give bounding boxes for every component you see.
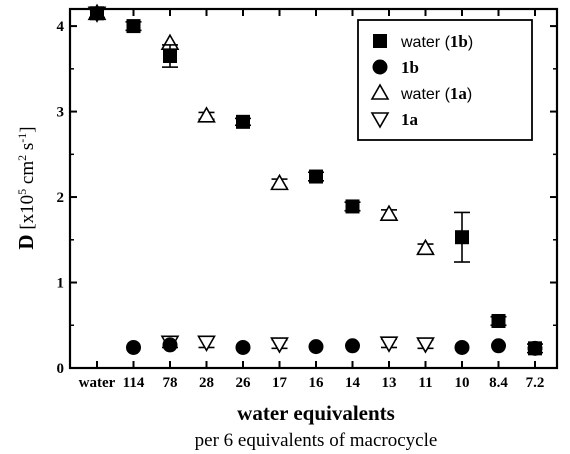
y-axis-label-text: D [x105 cm2 s-1]	[14, 126, 38, 249]
legend-marker	[373, 34, 387, 48]
x-axis-label: water equivalents	[237, 401, 395, 425]
data-point	[309, 169, 323, 184]
x-tick-label: 78	[163, 375, 178, 391]
x-tick-label: 114	[123, 375, 145, 391]
data-point	[162, 337, 178, 353]
x-tick-label: 13	[382, 375, 397, 391]
data-point	[527, 340, 543, 356]
data-point	[235, 339, 251, 355]
y-tick-label: 1	[57, 276, 65, 292]
y-label-exp: -1	[15, 133, 29, 143]
y-axis-label: D [x105 cm2 s-1]	[14, 126, 38, 249]
legend-label: water (1b)	[400, 32, 473, 51]
x-tick-label: 26	[236, 375, 252, 391]
data-point	[197, 106, 216, 123]
data-point	[345, 338, 360, 354]
data-point	[454, 339, 470, 355]
legend-label: water (1a)	[400, 84, 472, 103]
data-point	[455, 230, 469, 245]
x-tick-label: 17	[272, 375, 288, 391]
y-label-unit: ]	[17, 126, 38, 132]
legend-marker	[370, 112, 390, 129]
y-tick-label: 0	[57, 361, 65, 377]
x-tick-label: 14	[345, 375, 361, 391]
y-label-unit: cm	[17, 161, 38, 189]
y-label-exp: 5	[15, 189, 29, 195]
data-point	[491, 313, 506, 328]
data-point	[270, 337, 289, 354]
legend-label-bold: 1a	[450, 84, 468, 103]
legend-label-plain: )	[468, 34, 473, 51]
x-tick-label: 28	[199, 375, 214, 391]
data-point	[416, 238, 435, 256]
x-tick-label: 11	[418, 375, 432, 391]
data-point	[163, 49, 177, 64]
data-point	[416, 337, 435, 354]
data-point	[236, 114, 250, 129]
x-tick-label: 10	[455, 375, 470, 391]
data-point	[379, 204, 399, 221]
legend-marker	[370, 83, 390, 100]
legend-label: 1b	[401, 58, 419, 77]
x-tick-label: 7.2	[526, 375, 545, 391]
data-point	[126, 339, 141, 355]
plot-frame	[68, 7, 559, 370]
x-tick-label: water	[79, 375, 116, 391]
legend-label: 1a	[401, 110, 419, 129]
data-point	[197, 335, 216, 352]
legend-marker	[372, 59, 388, 75]
data-point	[270, 173, 289, 191]
y-tick-label: 4	[57, 19, 65, 35]
legend-label-bold: 1b	[450, 32, 468, 51]
data-point	[345, 199, 360, 214]
y-label-unit: [x10	[17, 195, 38, 235]
legend-label-bold: 1b	[401, 58, 419, 77]
data-point	[491, 338, 506, 354]
legend-label-plain: water (	[400, 86, 451, 103]
data-point	[126, 19, 141, 34]
x-tick-label: 8.4	[489, 375, 508, 391]
legend-label-plain: water (	[400, 34, 451, 51]
y-tick-label: 2	[57, 190, 65, 206]
y-tick-label: 3	[57, 105, 65, 121]
data-point	[90, 6, 104, 21]
data-point	[379, 336, 399, 353]
x-axis-sublabel: per 6 equivalents of macrocycle	[195, 430, 438, 451]
y-label-symbol: D	[14, 234, 38, 249]
x-tick-label: 16	[309, 375, 325, 391]
y-label-exp: 2	[15, 155, 29, 161]
y-label-unit: s	[17, 143, 38, 155]
legend-label-bold: 1a	[401, 110, 419, 129]
data-point	[308, 339, 324, 355]
plot-area: 0 1 2 3 4 water 114 78 28 26 17 16 14 13 11 10 8.4 7.2	[57, 3, 559, 391]
series-1b	[126, 337, 543, 356]
legend-label-plain: )	[467, 86, 472, 103]
